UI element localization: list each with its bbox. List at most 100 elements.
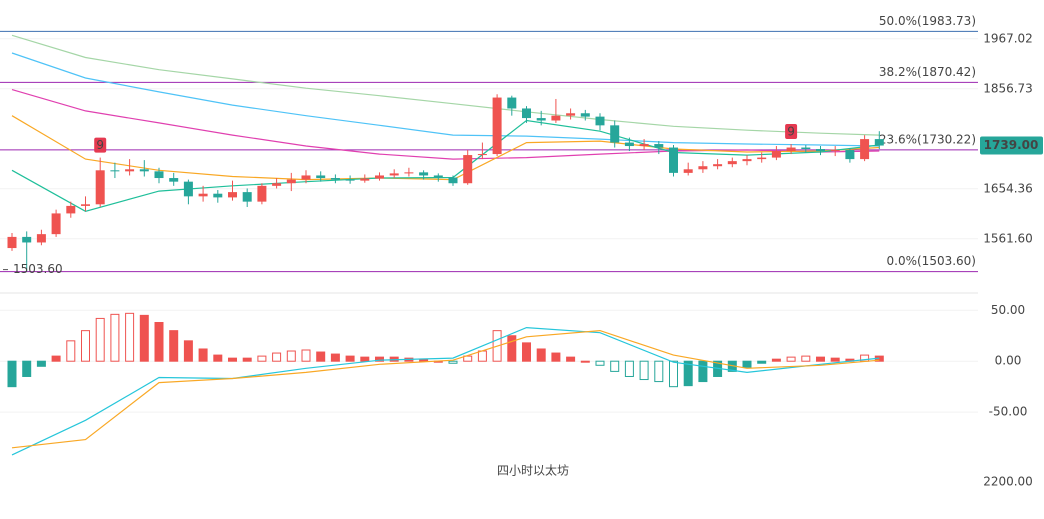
macd-bar	[669, 360, 678, 388]
moving-average	[11, 52, 880, 147]
candle-body	[492, 97, 502, 155]
macd-bar	[272, 352, 282, 362]
macd-bar	[228, 357, 237, 362]
macd-bar	[139, 314, 149, 362]
y-tick-label: -50.00	[989, 405, 1028, 419]
candle-body	[36, 234, 46, 243]
low-label: 1503.60	[13, 262, 63, 276]
macd-bar	[566, 356, 576, 362]
candle-body	[566, 113, 576, 116]
candle-body	[213, 193, 223, 198]
macd-bar	[551, 352, 561, 362]
candle-body	[301, 175, 311, 180]
candle-body	[345, 179, 355, 181]
macd-bar	[154, 322, 164, 362]
candle-body	[183, 181, 193, 197]
y-tick-label: 1967.02	[983, 31, 1033, 45]
td-marker	[785, 124, 798, 140]
macd-bar	[757, 360, 767, 364]
candle-body	[272, 183, 282, 186]
candle-body	[360, 178, 370, 181]
candle-body	[830, 150, 840, 152]
candle-body	[816, 149, 825, 152]
candle-body	[389, 173, 399, 176]
macd-bar	[66, 340, 76, 362]
moving-average	[11, 89, 880, 160]
extra-axis-label: 2200.00	[983, 475, 1033, 489]
macd-bar	[639, 360, 649, 381]
candle-body	[742, 159, 752, 162]
td-label: 9	[787, 125, 795, 139]
candle-body	[477, 154, 487, 156]
candle-body	[771, 151, 781, 158]
macd-bar	[698, 360, 708, 383]
candle-body	[7, 236, 17, 249]
macd-bar	[360, 356, 370, 362]
macd-bar	[683, 360, 693, 387]
candle-body	[727, 161, 737, 165]
macd-bar	[22, 360, 32, 377]
macd-bar	[316, 351, 326, 362]
macd-bar	[375, 356, 384, 362]
candle-body	[228, 192, 237, 198]
macd-line	[11, 326, 880, 456]
macd-bar	[654, 360, 664, 383]
macd-bar	[7, 360, 17, 388]
macd-bar	[522, 342, 531, 362]
macd-bar	[242, 357, 252, 362]
macd-bar	[580, 360, 590, 363]
candle-body	[654, 144, 664, 148]
macd-bar	[183, 340, 193, 362]
candle-body	[522, 108, 531, 119]
macd-bar	[507, 335, 517, 362]
candle-body	[22, 236, 32, 243]
candle-body	[198, 193, 208, 197]
candle-body	[624, 142, 634, 147]
candle-body	[257, 185, 267, 202]
candle-body	[81, 204, 90, 206]
macd-bar	[595, 360, 605, 366]
macd-bar	[330, 353, 340, 362]
y-tick-label: 1654.36	[983, 181, 1033, 195]
macd-bar	[169, 330, 179, 362]
macd-bar	[801, 355, 811, 362]
chart-title: 四小时以太坊	[497, 463, 569, 478]
candle-body	[51, 213, 61, 235]
candle-body	[286, 179, 296, 184]
candle-body	[169, 178, 179, 182]
candle-body	[507, 97, 517, 109]
candle-body	[536, 118, 546, 121]
candle-body	[110, 170, 120, 172]
candle-body	[683, 169, 693, 173]
candle-body	[845, 150, 855, 160]
macd-bar	[198, 348, 208, 362]
macd-bar	[95, 317, 105, 362]
macd-bar	[536, 348, 546, 362]
candle-body	[448, 177, 458, 184]
candle-body	[610, 125, 620, 143]
candle-body	[757, 157, 767, 160]
candle-body	[551, 115, 561, 121]
candle-body	[242, 192, 252, 202]
macd-bar	[81, 330, 90, 362]
candle-body	[669, 147, 678, 173]
macd-bar	[771, 358, 781, 362]
macd-bar	[257, 355, 267, 362]
candle-body	[139, 169, 149, 172]
candle-body	[330, 178, 340, 180]
moving-average	[11, 34, 880, 136]
macd-line	[11, 329, 880, 449]
candle-body	[463, 155, 473, 184]
candle-body	[66, 205, 76, 214]
candle-body	[860, 139, 870, 160]
macd-bar	[301, 349, 311, 362]
macd-bar	[477, 350, 487, 362]
candle-body	[433, 175, 443, 178]
macd-bar	[125, 312, 135, 362]
macd-bar	[624, 360, 634, 377]
fib-label: 50.0%(1983.73)	[879, 14, 976, 28]
candle-body	[316, 175, 326, 179]
candle-body	[698, 166, 708, 170]
macd-bar	[610, 360, 620, 372]
